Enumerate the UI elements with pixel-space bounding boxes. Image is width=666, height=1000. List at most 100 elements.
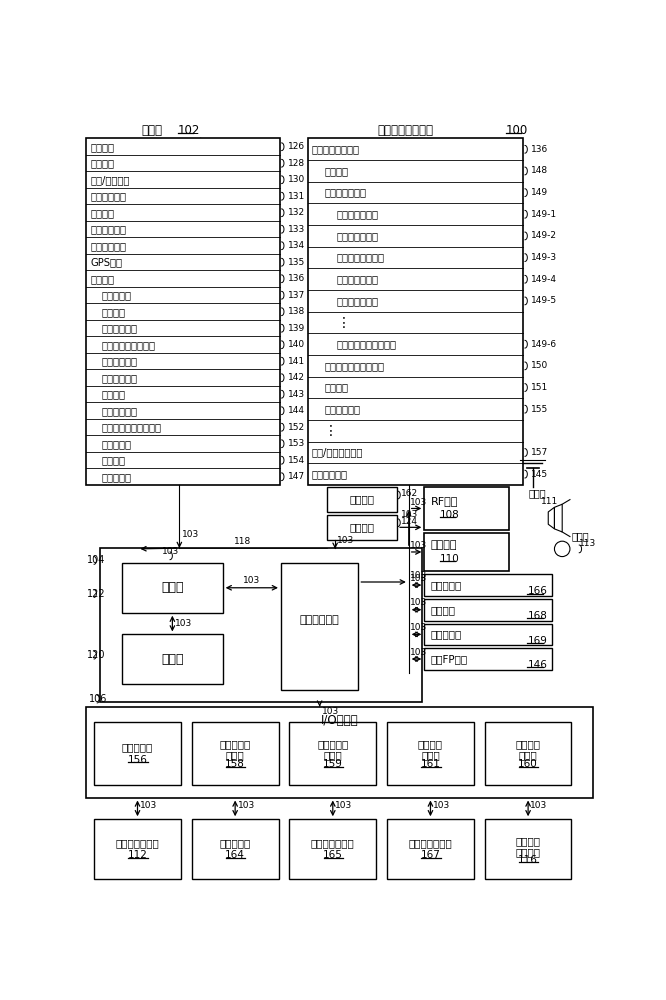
Text: 103: 103 <box>335 801 352 810</box>
Text: 视频会议模块: 视频会议模块 <box>101 323 137 333</box>
Text: 日历模块: 日历模块 <box>324 166 348 176</box>
Text: 接近传感器: 接近传感器 <box>430 580 462 590</box>
Text: 148: 148 <box>531 166 548 175</box>
Text: 159: 159 <box>323 759 343 769</box>
Text: 120: 120 <box>87 650 106 660</box>
Text: GPS模块: GPS模块 <box>90 257 123 267</box>
Text: 149-1: 149-1 <box>531 210 557 219</box>
Text: 124: 124 <box>401 517 418 526</box>
Text: 112: 112 <box>128 850 147 860</box>
Text: 118: 118 <box>234 537 252 546</box>
Text: 103: 103 <box>182 530 199 539</box>
Text: 健身支持模块: 健身支持模块 <box>101 373 137 383</box>
Bar <box>101 548 422 702</box>
Text: 设备/全局内部状态: 设备/全局内部状态 <box>312 447 363 457</box>
Text: 103: 103 <box>174 619 192 628</box>
Text: 166: 166 <box>527 586 547 596</box>
Text: 132: 132 <box>288 208 305 217</box>
Text: 103: 103 <box>140 801 157 810</box>
Text: 103: 103 <box>401 510 418 519</box>
Text: 149: 149 <box>531 188 548 197</box>
Text: 157: 157 <box>531 448 548 457</box>
Text: 103: 103 <box>238 801 254 810</box>
Polygon shape <box>548 507 555 529</box>
Text: 152: 152 <box>288 423 305 432</box>
Text: 电子邮件客户端模块: 电子邮件客户端模块 <box>101 340 155 350</box>
Text: 137: 137 <box>288 291 305 300</box>
Text: 149-3: 149-3 <box>531 253 557 262</box>
Text: 104: 104 <box>87 555 105 565</box>
Text: 其他输入: 其他输入 <box>515 836 541 846</box>
Text: 145: 145 <box>531 470 548 479</box>
Bar <box>290 722 376 785</box>
Text: 电力系统: 电力系统 <box>350 495 375 505</box>
Text: 169: 169 <box>527 636 547 646</box>
Text: 加速度计: 加速度计 <box>430 605 456 615</box>
Text: 130: 130 <box>288 175 305 184</box>
Text: ⋮: ⋮ <box>324 424 338 438</box>
Text: 149-6: 149-6 <box>531 340 557 349</box>
Text: 116: 116 <box>518 855 538 865</box>
Text: 麦克风: 麦克风 <box>571 531 589 541</box>
Text: 安全FP模块: 安全FP模块 <box>430 654 468 664</box>
Bar <box>290 819 376 879</box>
Text: 168: 168 <box>527 611 547 621</box>
Text: 光学传感器: 光学传感器 <box>220 739 251 749</box>
Text: 151: 151 <box>531 383 548 392</box>
Text: 102: 102 <box>178 124 200 137</box>
Bar <box>308 138 523 485</box>
Text: 103: 103 <box>410 623 428 632</box>
Text: 106: 106 <box>89 694 108 704</box>
Text: 162: 162 <box>401 489 418 498</box>
Text: 图形模块: 图形模块 <box>90 208 115 218</box>
Text: 167: 167 <box>420 850 440 860</box>
Text: 138: 138 <box>288 307 305 316</box>
Text: 闹钟桌面小程序: 闹钟桌面小程序 <box>337 274 379 284</box>
Text: 应用程序（续前）: 应用程序（续前） <box>312 144 360 154</box>
Text: I/O子系统: I/O子系统 <box>321 714 358 727</box>
Bar <box>387 722 474 785</box>
Text: 触敏显示器系统: 触敏显示器系统 <box>116 838 159 848</box>
Bar <box>87 707 593 798</box>
Text: 126: 126 <box>288 142 305 151</box>
Text: 外部端口: 外部端口 <box>350 522 375 532</box>
Text: 164: 164 <box>225 850 245 860</box>
Bar <box>424 574 552 596</box>
Text: 111: 111 <box>541 497 557 506</box>
Text: 149-2: 149-2 <box>531 231 557 240</box>
Text: 便携式多功能设备: 便携式多功能设备 <box>378 124 434 137</box>
Text: 强度传感器: 强度传感器 <box>317 739 348 749</box>
Bar <box>122 563 222 613</box>
Text: 134: 134 <box>288 241 305 250</box>
Text: 141: 141 <box>288 357 305 366</box>
Bar <box>192 819 278 879</box>
Text: 122: 122 <box>87 589 106 599</box>
Text: 搜索模块: 搜索模块 <box>324 383 348 393</box>
Text: 149-4: 149-4 <box>531 275 557 284</box>
Text: 158: 158 <box>225 759 245 769</box>
Text: 计算器桌面小程序: 计算器桌面小程序 <box>337 253 385 263</box>
Text: 浏览器模块: 浏览器模块 <box>101 472 131 482</box>
Text: 控制器: 控制器 <box>324 750 342 760</box>
Text: ⋮: ⋮ <box>337 316 350 330</box>
Text: 相机模块: 相机模块 <box>101 389 125 399</box>
Text: 词典桌面小程序: 词典桌面小程序 <box>337 296 379 306</box>
Bar <box>485 722 571 785</box>
Text: 103: 103 <box>337 536 354 545</box>
Bar <box>87 138 280 485</box>
Text: 其他输入: 其他输入 <box>515 739 541 749</box>
Text: 指纹分析模块: 指纹分析模块 <box>90 191 127 201</box>
Text: 接触强度传感器: 接触强度传感器 <box>311 838 355 848</box>
Text: 显示控制器: 显示控制器 <box>122 743 153 753</box>
Bar <box>424 533 509 571</box>
Text: 154: 154 <box>288 456 305 465</box>
Text: 光学传感器: 光学传感器 <box>220 838 251 848</box>
Text: 桌面小程序创建器模块: 桌面小程序创建器模块 <box>324 361 384 371</box>
Text: 103: 103 <box>243 576 260 585</box>
Bar <box>328 515 397 540</box>
Text: 音频电路: 音频电路 <box>430 540 457 550</box>
Text: 103: 103 <box>530 801 547 810</box>
Text: 图像管理模块: 图像管理模块 <box>101 406 137 416</box>
Text: 110: 110 <box>440 554 460 564</box>
Bar <box>94 819 181 879</box>
